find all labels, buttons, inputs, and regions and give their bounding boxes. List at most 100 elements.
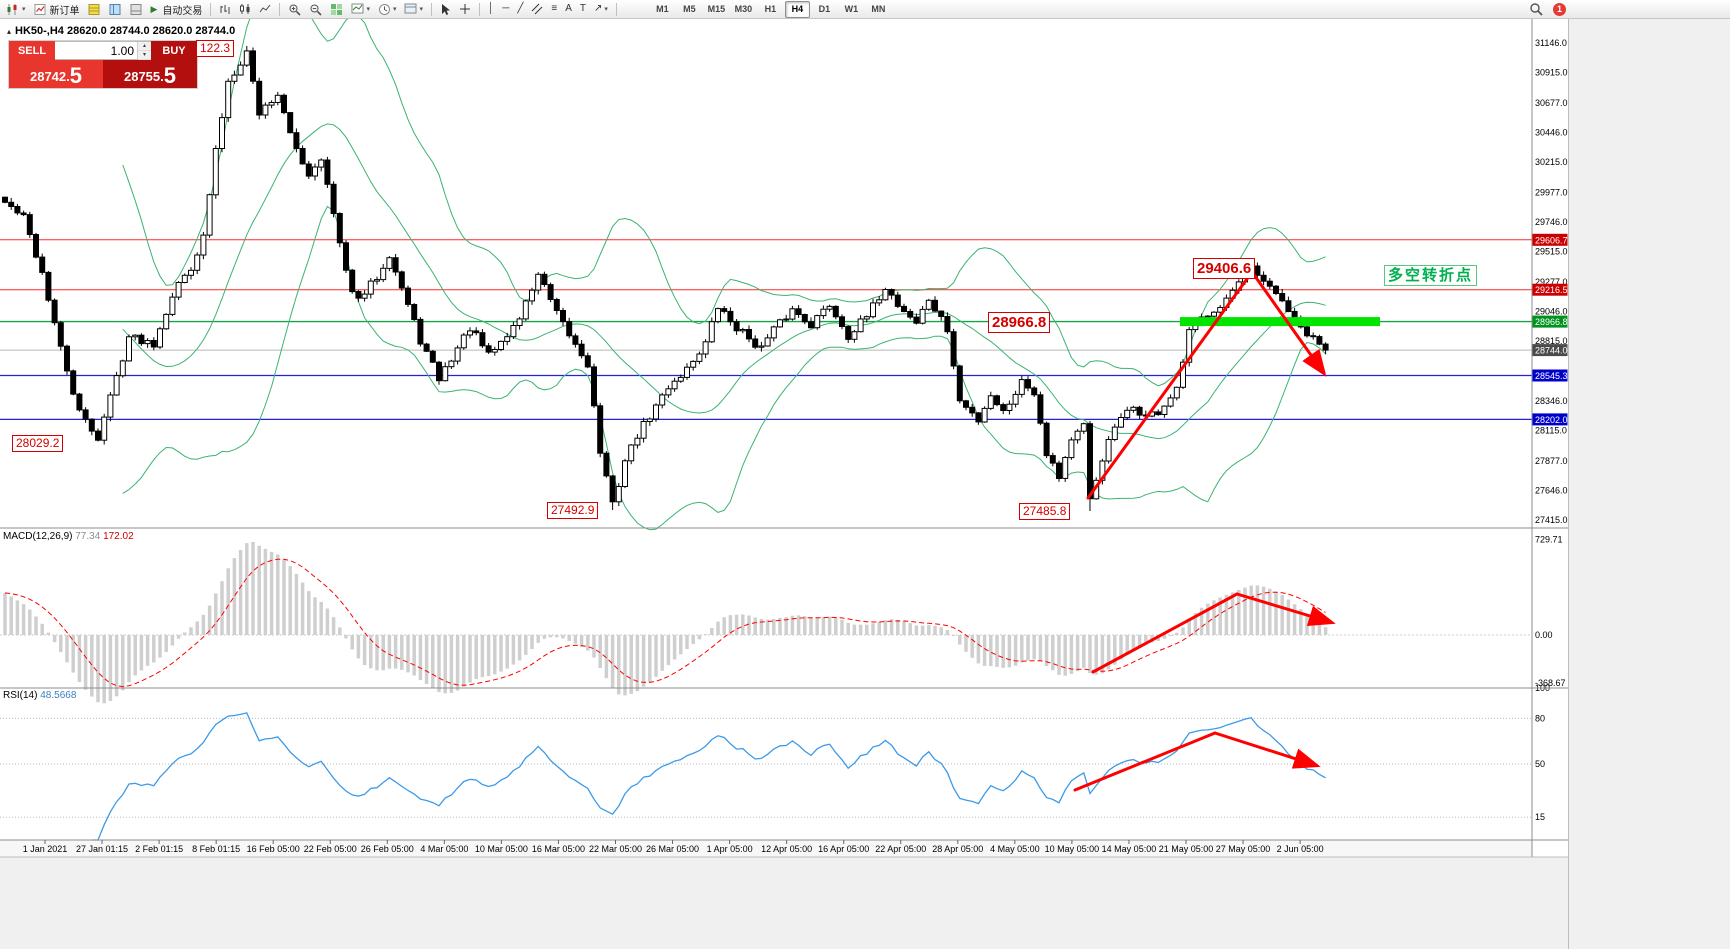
bar-chart-button[interactable] [216, 1, 234, 17]
price-tick-label: 27415.0 [1535, 515, 1568, 525]
price-level-badge [1532, 344, 1568, 357]
timeframe-d1-button[interactable]: D1 [818, 4, 831, 14]
new-chart-button[interactable]: ▾ [3, 1, 29, 17]
zoom-out-button[interactable] [306, 1, 325, 17]
turning-point-label[interactable]: 多空转折点 [1384, 265, 1478, 286]
trend-arrow[interactable] [1235, 592, 1336, 627]
high-price-annotation[interactable]: 29406.6 [1193, 258, 1256, 279]
price-level-badge [1532, 315, 1568, 328]
volume-decrease-button[interactable]: ▾ [138, 51, 151, 60]
turning-zone-band[interactable] [1180, 317, 1380, 327]
price-tick-label: 29977.0 [1535, 188, 1568, 198]
zoom-in-button[interactable] [285, 1, 304, 17]
price-level-badge-text: 28202.0 [1535, 415, 1568, 425]
timeframe-m30-button[interactable]: M30 [734, 4, 753, 14]
periods-button[interactable]: ▾ [375, 1, 400, 17]
arrows-button[interactable]: ↗ ▾ [591, 1, 611, 17]
vertical-line-button[interactable]: │ [487, 3, 495, 14]
line-chart-icon [260, 4, 271, 13]
crosshair-button[interactable] [456, 1, 474, 17]
timeframe-m5-button[interactable]: M5 [683, 4, 696, 14]
trend-arrow[interactable] [1250, 270, 1327, 377]
timeframe-m15-button[interactable]: M15 [707, 4, 726, 14]
timeframe-h1-button[interactable]: H1 [764, 4, 777, 14]
price-tick-label: 28115.0 [1535, 426, 1567, 436]
indicators-button[interactable]: ▾ [348, 1, 373, 17]
price-tick-label: 31146.0 [1535, 38, 1567, 48]
macd-name: MACD(12,26,9) [3, 531, 73, 542]
low-price-annotation[interactable]: 27492.9 [547, 502, 599, 519]
buy-price[interactable]: 28755. 5 [103, 60, 197, 88]
trend-arrow[interactable] [1213, 731, 1321, 769]
notification-badge[interactable]: 1 [1553, 2, 1566, 16]
candles-button[interactable] [236, 1, 254, 17]
templates-button[interactable]: ▾ [401, 1, 426, 17]
price-chart-area[interactable]: 31146.0 30915.0 30677.0 30446.0 30215.0 29977… [0, 18, 1568, 949]
trend-arrow[interactable] [1091, 592, 1239, 674]
time-axis-label: 2 Feb 01:15 [135, 844, 183, 854]
timeframe-m1-button[interactable]: M1 [656, 4, 669, 14]
market-watch-button[interactable] [85, 1, 104, 17]
time-axis-label: 21 May 05:00 [1159, 844, 1214, 854]
new-order-icon [34, 3, 46, 15]
low-price-annotation[interactable]: 27485.8 [1019, 503, 1071, 520]
text-label-button[interactable]: T [579, 3, 586, 14]
volume-increase-button[interactable]: ▴ [138, 42, 151, 51]
timeframe-h4-button[interactable]: H4 [784, 0, 810, 18]
search-button[interactable] [1526, 1, 1546, 17]
price-tick-label: 30915.0 [1535, 68, 1568, 78]
sell-button[interactable]: SELL [9, 41, 55, 60]
rsi-tick-label: 15 [1535, 812, 1545, 822]
time-axis-label: 28 Apr 05:00 [932, 844, 983, 854]
market-watch-icon [88, 3, 100, 15]
low-price-annotation[interactable]: 28029.2 [12, 435, 64, 452]
autotrading-button[interactable]: ▶ 自动交易 [148, 1, 206, 17]
fibonacci-button[interactable]: ≡ [551, 3, 558, 14]
text-button[interactable]: A [565, 3, 572, 14]
toolbar-right-group: 1 [1525, 1, 1566, 17]
trendline-button[interactable]: ╱ [517, 3, 524, 14]
price-level-badge-text: 28966.8 [1535, 317, 1568, 327]
channel-button[interactable] [528, 1, 546, 17]
play-icon: ▶ [150, 3, 158, 14]
key-level-annotation[interactable]: 28966.8 [988, 312, 1051, 333]
new-order-button[interactable]: 新订单 [31, 1, 83, 17]
time-axis-label: 26 Feb 05:00 [361, 844, 414, 854]
sell-price[interactable]: 28742. 5 [9, 60, 103, 88]
trend-arrow[interactable] [1086, 270, 1254, 500]
price-tick-label: 29277.0 [1535, 277, 1568, 287]
terminal-button[interactable] [127, 1, 146, 17]
chevron-down-icon: ▾ [604, 6, 608, 13]
price-tick-label: 28346.0 [1535, 396, 1568, 406]
buy-button[interactable]: BUY [151, 41, 197, 60]
navigator-button[interactable] [106, 1, 125, 17]
price-level-badge-text: 28545.3 [1535, 371, 1568, 381]
trend-arrow[interactable] [1073, 731, 1217, 792]
timeframe-w1-button[interactable]: W1 [844, 4, 859, 14]
price-tick-label: 27877.0 [1535, 456, 1568, 466]
bollinger-lower-band [122, 205, 1326, 531]
line-chart-button[interactable] [256, 1, 274, 17]
collapse-arrow-icon[interactable]: ▴ [7, 26, 12, 36]
horizontal-line-button[interactable]: ─ [502, 3, 510, 14]
workspace-empty-area [1568, 18, 1730, 949]
cursor-button[interactable] [437, 1, 454, 17]
buy-price-main: 28755. [123, 69, 164, 84]
volume-spinner: ▴ ▾ [137, 42, 151, 60]
toolbar: ▾ 新订单 ▶ 自动交易 ▾ ▾ ▾ │ ─ ╱ ≡ A T ↗ ▾ M1 M5 M1… [0, 0, 1730, 19]
macd-tick-label: 0.00 [1535, 630, 1553, 640]
time-axis-label: 10 May 05:00 [1045, 844, 1100, 854]
autotrading-label: 自动交易 [162, 5, 203, 17]
price-tick-label: 30446.0 [1535, 128, 1568, 138]
tile-windows-button[interactable] [327, 1, 346, 17]
high-price-annotation[interactable]: 122.3 [196, 40, 235, 57]
time-axis-label: 22 Apr 05:00 [875, 844, 926, 854]
timeframe-mn-button[interactable]: MN [871, 4, 886, 14]
rsi-tick-label: 80 [1535, 713, 1545, 723]
volume-input[interactable]: 1.00 ▴ ▾ [55, 41, 151, 60]
price-scale[interactable] [1532, 18, 1568, 857]
macd-indicator-label: MACD(12,26,9) 77.34 172.02 [3, 531, 134, 542]
time-axis-label: 22 Mar 05:00 [589, 844, 642, 854]
rsi-value: 48.5668 [40, 690, 77, 701]
time-axis-label: 22 Feb 05:00 [304, 844, 357, 854]
